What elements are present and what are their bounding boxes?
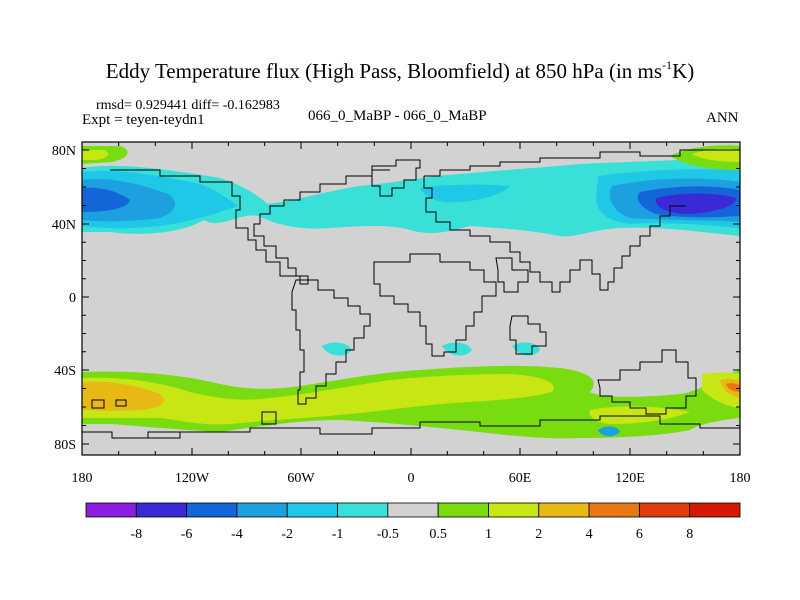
- lon-tick-label: 60W: [287, 471, 315, 486]
- lat-tick-label: 80S: [54, 438, 76, 453]
- case-label: 066_0_MaBP - 066_0_MaBP: [308, 108, 487, 124]
- lat-tick-label: 80N: [52, 144, 76, 159]
- coastline-africa: [373, 253, 497, 357]
- colorbar-swatch: [488, 502, 540, 518]
- flux-contour-sh-yellow: [82, 372, 740, 425]
- colorbar-label: -2: [281, 527, 293, 542]
- lat-tick-label: 0: [69, 291, 76, 306]
- coastline-eurasia: [423, 149, 740, 293]
- colorbar-swatch: [286, 502, 338, 518]
- colorbar-label: 6: [636, 527, 643, 542]
- coastline-antarctic-island: [147, 431, 181, 439]
- longitude-axis: 180 120W 60W 0 60E 120E 180: [72, 142, 751, 486]
- flux-contour-trop-1: [322, 342, 352, 356]
- flux-contour-nh-light: [82, 158, 740, 237]
- colorbar-label: 1: [485, 527, 492, 542]
- lat-tick-label: 40S: [54, 364, 76, 379]
- latitude-axis: 80N 40N 0 40S 80S: [52, 144, 740, 453]
- flux-contour-arctic-right-core: [692, 148, 740, 162]
- lon-tick-label: 60E: [509, 471, 532, 486]
- colorbar-swatch: [638, 502, 691, 518]
- experiment-label: Expt = teyen-teydn1: [82, 112, 205, 128]
- colorbar-label: 2: [535, 527, 542, 542]
- coastline-southern-islands: [91, 399, 277, 425]
- lon-tick-label: 0: [408, 471, 415, 486]
- flux-contour-sh-core: [726, 383, 740, 392]
- colorbar-label: -1: [332, 527, 344, 542]
- colorbar-label: -0.5: [377, 527, 399, 542]
- lat-tick-label: 40N: [52, 218, 76, 233]
- flux-contour-nh-blue: [82, 178, 740, 222]
- colorbar-label: 0.5: [429, 527, 447, 542]
- flux-contour-sh-blue-spot: [598, 426, 620, 437]
- colorbar-swatch: [689, 502, 741, 518]
- coastline-south-america: [291, 279, 371, 405]
- colorbar-label: -8: [130, 527, 142, 542]
- rmsd-diff-label: rmsd= 0.929441 diff= -0.162983: [96, 98, 280, 113]
- flux-contour-sh-orange: [82, 379, 740, 411]
- lon-tick-label: 120W: [175, 471, 210, 486]
- colorbar-swatch: [387, 502, 439, 518]
- coastline-maritime: [509, 315, 547, 355]
- flux-contour-arctic-left-core: [82, 150, 109, 160]
- colorbar-label: 4: [586, 527, 593, 542]
- flux-contour-nh-cyan: [82, 169, 740, 229]
- lon-tick-label: 180: [72, 471, 93, 486]
- coastline-arabia: [495, 257, 529, 293]
- coastlines: [82, 149, 740, 439]
- colorbar-swatch: [337, 502, 389, 518]
- colorbar-swatch: [437, 502, 489, 518]
- flux-contour-nh-dark: [82, 186, 740, 218]
- colorbar-swatch: [588, 502, 640, 518]
- coastline-greenland: [371, 159, 421, 197]
- plot-title: Eddy Temperature flux (High Pass, Bloomf…: [105, 58, 695, 83]
- lon-tick-label: 120E: [615, 471, 645, 486]
- coastline-australia: [597, 349, 697, 415]
- colorbar-label: -4: [231, 527, 243, 542]
- colorbar-label: 8: [686, 527, 693, 542]
- colorbar: -8 -6 -4 -2 -1 -0.5 0.5 1 2 4 6 8: [85, 502, 741, 542]
- colorbar-swatch: [538, 502, 590, 518]
- coastline-north-america: [110, 169, 390, 285]
- colorbar-swatch: [186, 502, 238, 518]
- colorbar-label: -6: [181, 527, 193, 542]
- flux-contour-nh-core: [655, 193, 736, 214]
- colorbar-swatch: [85, 502, 137, 518]
- period-label: ANN: [706, 110, 739, 126]
- colorbar-swatch: [236, 502, 288, 518]
- colorbar-swatch: [135, 502, 188, 518]
- lon-tick-label: 180: [730, 471, 751, 486]
